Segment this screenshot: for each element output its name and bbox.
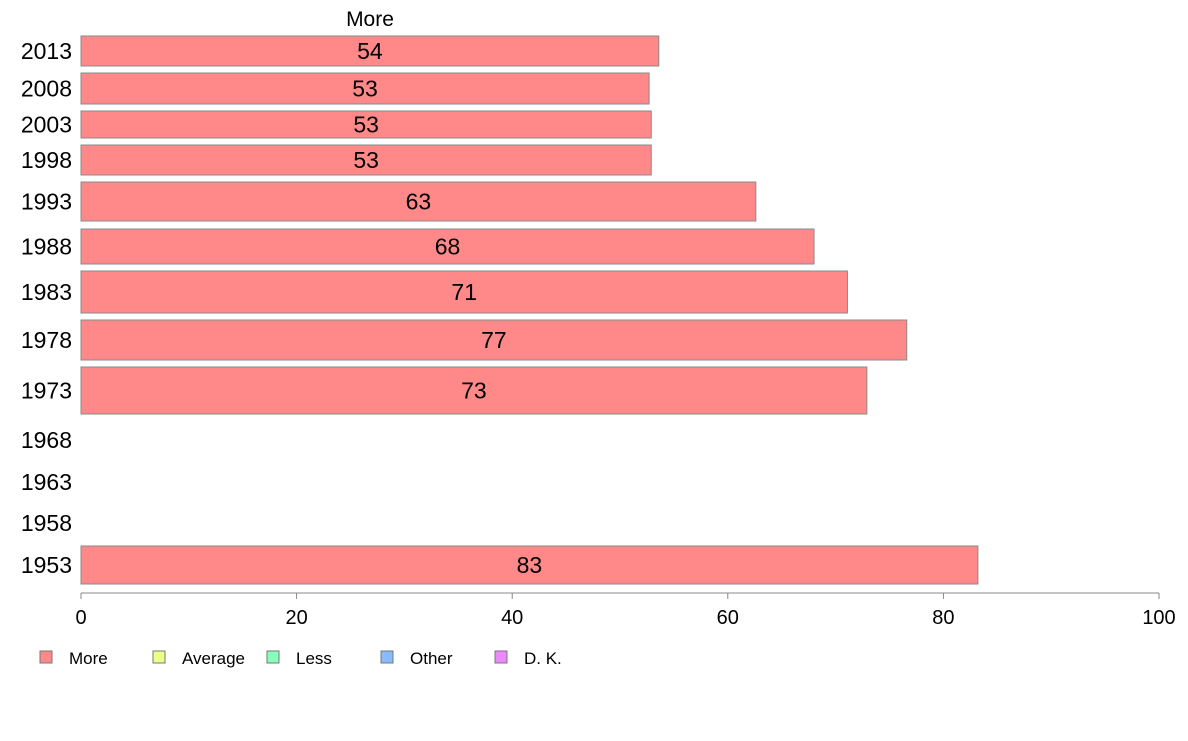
bar-value-label: 68 xyxy=(435,234,461,260)
y-tick-label: 2013 xyxy=(21,38,72,64)
bar xyxy=(80,181,757,222)
series-header: More xyxy=(346,8,394,31)
bar xyxy=(80,545,979,585)
x-tick-label: 40 xyxy=(501,607,523,629)
y-tick-label: 1998 xyxy=(21,147,72,173)
bar xyxy=(80,366,868,415)
y-tick-label: 1983 xyxy=(21,279,72,305)
y-tick-label: 1963 xyxy=(21,469,72,495)
y-tick-label: 1958 xyxy=(21,510,72,536)
bar-value-label: 54 xyxy=(357,38,383,64)
legend-swatch xyxy=(380,650,394,664)
legend-label: Other xyxy=(410,649,453,668)
legend-label: More xyxy=(69,649,108,668)
legend: More Average Less Other D. K. xyxy=(39,649,562,668)
bar xyxy=(80,270,848,314)
bar-value-label: 83 xyxy=(517,552,543,578)
legend-swatch xyxy=(494,650,508,664)
bar-value-label: 77 xyxy=(481,327,507,353)
bar xyxy=(80,319,908,361)
x-tick-label: 0 xyxy=(75,607,86,629)
legend-swatch xyxy=(266,650,280,664)
legend-label: D. K. xyxy=(524,649,562,668)
bar-value-label: 53 xyxy=(353,112,379,138)
x-tick-label: 60 xyxy=(717,607,739,629)
y-tick-label: 1953 xyxy=(21,552,72,578)
y-tick-label: 1988 xyxy=(21,234,72,260)
y-tick-label: 2008 xyxy=(21,76,72,102)
bar-value-label: 53 xyxy=(353,147,379,173)
legend-swatch xyxy=(152,650,166,664)
y-tick-label: 1973 xyxy=(21,378,72,404)
legend-label: Average xyxy=(182,649,245,668)
bar-value-label: 53 xyxy=(352,76,378,102)
y-axis-labels: 2013 2008 2003 1998 1993 1988 1983 1978 1973 1968… xyxy=(21,38,72,578)
x-tick-label: 20 xyxy=(285,607,307,629)
bar xyxy=(80,110,652,139)
y-tick-label: 2003 xyxy=(21,112,72,138)
bar-value-label: 63 xyxy=(406,189,432,215)
y-tick-label: 1978 xyxy=(21,327,72,353)
bar xyxy=(80,228,815,265)
y-tick-label: 1968 xyxy=(21,427,72,453)
bar-value-label: 71 xyxy=(451,279,477,305)
legend-swatch xyxy=(39,650,53,664)
x-axis: 0 20 40 60 80 100 xyxy=(75,592,1176,629)
y-tick-label: 1993 xyxy=(21,189,72,215)
bar xyxy=(80,144,652,176)
bar xyxy=(80,35,660,67)
x-tick-label: 80 xyxy=(932,607,954,629)
legend-label: Less xyxy=(296,649,332,668)
bar xyxy=(80,72,650,105)
bar-value-label: 73 xyxy=(461,378,487,404)
x-tick-label: 100 xyxy=(1142,607,1175,629)
